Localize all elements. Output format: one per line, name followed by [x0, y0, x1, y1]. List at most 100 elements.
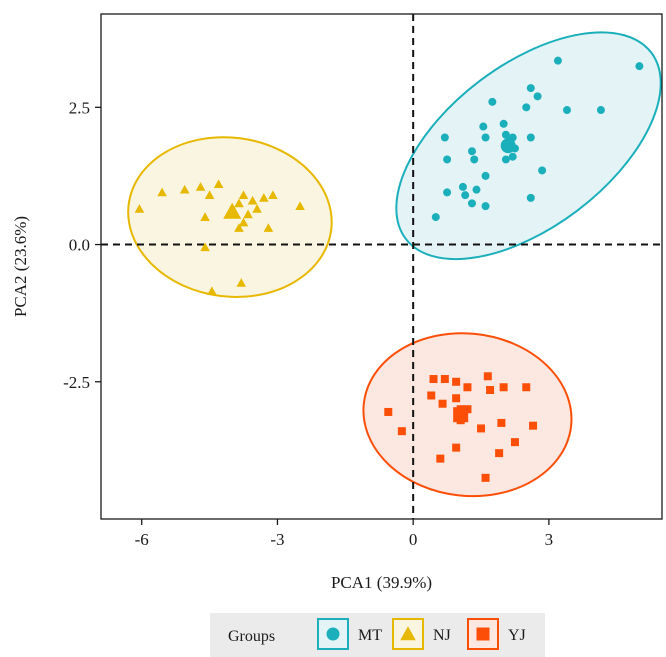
point-yj	[397, 427, 406, 436]
point-nj	[234, 223, 244, 232]
x-axis-ticks: -6 -3 0 3	[135, 519, 554, 549]
legend-label-nj: NJ	[433, 627, 451, 644]
legend-title: Groups	[228, 628, 275, 645]
point-mt	[479, 122, 488, 131]
point-mt	[470, 155, 479, 164]
point-mt	[553, 56, 562, 65]
point-mt	[501, 155, 510, 164]
legend-label-yj: YJ	[508, 627, 526, 644]
y-axis-title: PCA2 (23.6%)	[11, 216, 30, 317]
legend-items: MT NJ YJ	[317, 618, 526, 650]
y-axis-ticks: -2.5 0.0 2.5	[63, 98, 101, 392]
point-mt	[596, 106, 605, 115]
point-nj	[179, 184, 190, 194]
centroid-mt	[500, 138, 516, 154]
legend-marker-yj	[476, 627, 490, 641]
legend-label-mt: MT	[358, 627, 382, 644]
point-yj	[510, 438, 519, 447]
point-mt	[499, 119, 508, 128]
point-nj	[263, 223, 274, 232]
point-mt	[538, 166, 547, 175]
point-nj	[200, 212, 210, 221]
point-nj	[204, 190, 215, 199]
point-mt	[508, 152, 517, 161]
point-yj	[483, 372, 492, 381]
point-mt	[443, 188, 452, 197]
point-nj	[200, 242, 210, 252]
point-nj	[243, 209, 253, 219]
legend: Groups MT NJ YJ	[210, 613, 545, 657]
point-nj	[238, 190, 249, 199]
point-yj	[438, 399, 447, 408]
point-yj	[429, 375, 438, 384]
point-nj	[247, 195, 258, 205]
y-tick-label: 0.0	[69, 236, 90, 255]
point-yj	[427, 391, 436, 400]
point-mt	[481, 133, 490, 142]
point-mt	[467, 147, 476, 156]
point-yj	[499, 383, 508, 392]
x-tick-label: 3	[545, 530, 554, 549]
y-tick-label: 2.5	[69, 98, 90, 117]
reference-lines	[101, 14, 662, 519]
point-mt	[467, 199, 476, 208]
data-points	[134, 56, 644, 482]
confidence-ellipses	[127, 31, 662, 498]
point-nj	[134, 204, 145, 213]
centroid-nj	[223, 202, 242, 219]
point-yj	[436, 454, 445, 463]
point-yj	[529, 421, 538, 430]
point-mt	[481, 171, 490, 180]
point-yj	[452, 377, 461, 386]
point-mt	[431, 213, 440, 222]
point-yj	[522, 383, 531, 392]
legend-marker-mt	[326, 627, 340, 641]
plot-border	[100, 13, 663, 520]
point-yj	[440, 375, 449, 384]
point-nj	[207, 286, 217, 296]
point-yj	[486, 386, 495, 395]
point-mt	[526, 193, 535, 202]
point-yj	[452, 443, 461, 452]
point-nj	[259, 193, 269, 202]
point-nj	[295, 201, 305, 210]
point-yj	[495, 449, 504, 458]
point-yj	[481, 473, 490, 482]
point-mt	[635, 62, 644, 71]
point-mt	[461, 191, 470, 200]
point-yj	[463, 383, 472, 392]
x-tick-label: 0	[409, 530, 418, 549]
point-yj	[497, 418, 506, 427]
point-nj	[268, 190, 278, 199]
point-mt	[526, 133, 535, 142]
x-axis-title: PCA1 (39.9%)	[331, 573, 432, 592]
point-mt	[488, 97, 497, 106]
legend-marker-nj	[400, 626, 416, 641]
point-nj	[252, 204, 262, 213]
point-mt	[481, 202, 490, 211]
point-nj	[213, 179, 224, 189]
point-yj	[384, 407, 393, 416]
point-mt	[440, 133, 449, 142]
point-yj	[452, 394, 461, 403]
point-mt	[443, 155, 452, 164]
point-nj	[195, 182, 206, 191]
ellipse-mt	[395, 31, 662, 261]
x-tick-label: -3	[270, 530, 284, 549]
centroid-yj	[453, 407, 469, 423]
point-mt	[472, 185, 481, 194]
point-mt	[562, 106, 571, 115]
point-nj	[236, 278, 247, 287]
point-mt	[533, 92, 542, 101]
point-mt	[526, 84, 535, 93]
point-yj	[477, 424, 486, 433]
point-mt	[501, 130, 510, 139]
x-tick-label: -6	[135, 530, 149, 549]
point-nj	[234, 198, 244, 208]
y-tick-label: -2.5	[63, 373, 90, 392]
point-nj	[157, 187, 167, 197]
point-mt	[458, 182, 467, 191]
point-nj	[238, 217, 249, 227]
point-mt	[522, 103, 531, 112]
